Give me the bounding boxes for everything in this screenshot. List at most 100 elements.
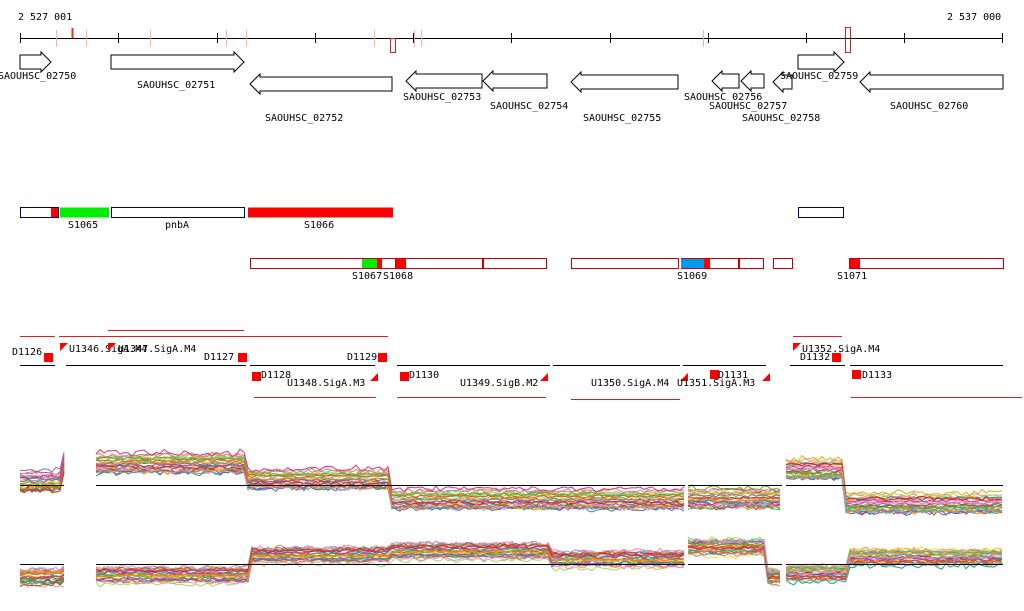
expression-profile-line [19,573,65,579]
segment-box [798,207,844,218]
expression-profile-line [19,574,65,580]
expression-profile-line [95,546,685,576]
segment-box [20,207,59,218]
segment-box [850,259,860,268]
downshift-label: D1126 [12,347,42,358]
promoter-label: U1349.SigB.M2 [460,378,538,389]
downshift-marker [710,370,719,379]
gene-label: SAOUHSC_02754 [490,101,568,112]
segment-label: S1071 [837,271,867,282]
expression-profile-line [785,551,1002,573]
expression-profile-line [687,549,781,584]
segment-label: S1067 [352,271,382,282]
expression-profile-line [19,454,65,476]
expression-profile-line [785,461,1003,501]
expression-profile-line [95,549,685,578]
gene-label: SAOUHSC_02751 [137,80,215,91]
expression-profile-line [19,472,65,494]
segment-box [60,207,109,218]
ruler-mark [845,27,851,53]
promoter-label: U1351.SigA.M3 [677,378,755,389]
expression-profile-line [19,452,65,473]
segment-box [362,259,377,268]
segment-box [111,207,245,218]
expression-profile-line [19,455,65,477]
gene-arrow [859,70,1004,94]
gene-arrow [249,72,393,96]
expression-profile-line [687,502,781,510]
downshift-marker [238,353,247,362]
promoter-label: U1347.SigA.M4 [118,344,196,355]
segment-box [377,259,382,268]
downshift-label: D1131 [718,370,748,381]
expression-profile-line [95,556,685,588]
segment-box [849,258,1004,269]
expression-profile-line [785,546,1003,569]
expression-profile-line [95,542,685,574]
expression-profile-line [785,462,1003,502]
segment-box [571,258,679,269]
downshift-marker [44,353,53,362]
expression-profile-line [19,462,65,484]
segment-box [248,207,393,218]
gene-label: SAOUHSC_02758 [742,113,820,124]
gene-label: SAOUHSC_02760 [890,101,968,112]
expression-profile-line [785,459,1003,499]
expression-profile-line [785,559,1003,580]
expression-profile-line [19,569,65,575]
gene-arrow [570,70,679,94]
expression-profile-line [687,497,781,503]
expression-profile-line [95,467,685,512]
expression-profile-line [785,555,1003,576]
expression-profile-line [95,460,685,502]
expression-profile-line [687,499,781,505]
gene-label: SAOUHSC_02757 [709,101,787,112]
expression-profile-line [785,468,1003,508]
promoter-flag [60,343,68,351]
downshift-marker [378,353,387,362]
expression-profile-line [785,467,1003,507]
gene-arrow [772,70,793,94]
expression-profile-line [95,545,685,576]
expression-profile-line [687,503,781,511]
expression-profile-line [785,467,1003,506]
downshift-label: D1129 [347,352,377,363]
expression-profile-line [687,495,781,500]
expression-profile-line [19,469,65,493]
ruler-start-label: 2 527 001 [18,12,73,23]
promoter-flag [680,373,688,381]
segment-box [250,258,396,269]
segment-box [483,258,547,269]
downshift-marker [252,372,261,381]
gene-label: SAOUHSC_02752 [265,113,343,124]
gene-label: SAOUHSC_02759 [780,71,858,82]
expression-profile-line [95,540,685,572]
promoter-label: U1352.SigA.M4 [802,344,880,355]
segment-box [51,208,58,217]
segment-label: S1069 [677,271,707,282]
expression-profile-line [95,455,685,498]
segment-box [773,258,793,269]
gene-track: SAOUHSC_02750 SAOUHSC_02751 SAOUHSC_02752 S… [0,50,1004,124]
gene-arrow [19,50,52,74]
segment-box [681,259,704,268]
expression-profile-line [19,569,65,575]
expression-profile-line [95,554,685,584]
segment-label: S1066 [304,220,334,231]
promoter-label: U1348.SigA.M3 [287,378,365,389]
expression-profile-line [19,583,65,588]
downshift-marker [400,372,409,381]
expression-profile-track [19,448,1003,588]
gene-arrow [405,69,483,93]
expression-profile-line [785,546,1003,569]
expression-profile-line [687,545,781,579]
gene-arrow [740,69,765,93]
downshift-marker [832,353,841,362]
expression-profile-line [95,448,685,493]
downshift-label: D1130 [409,370,439,381]
expression-profile-line [687,538,781,573]
downshift-marker [852,370,861,379]
expression-profile-line [19,464,65,486]
ruler-mark [390,38,396,53]
